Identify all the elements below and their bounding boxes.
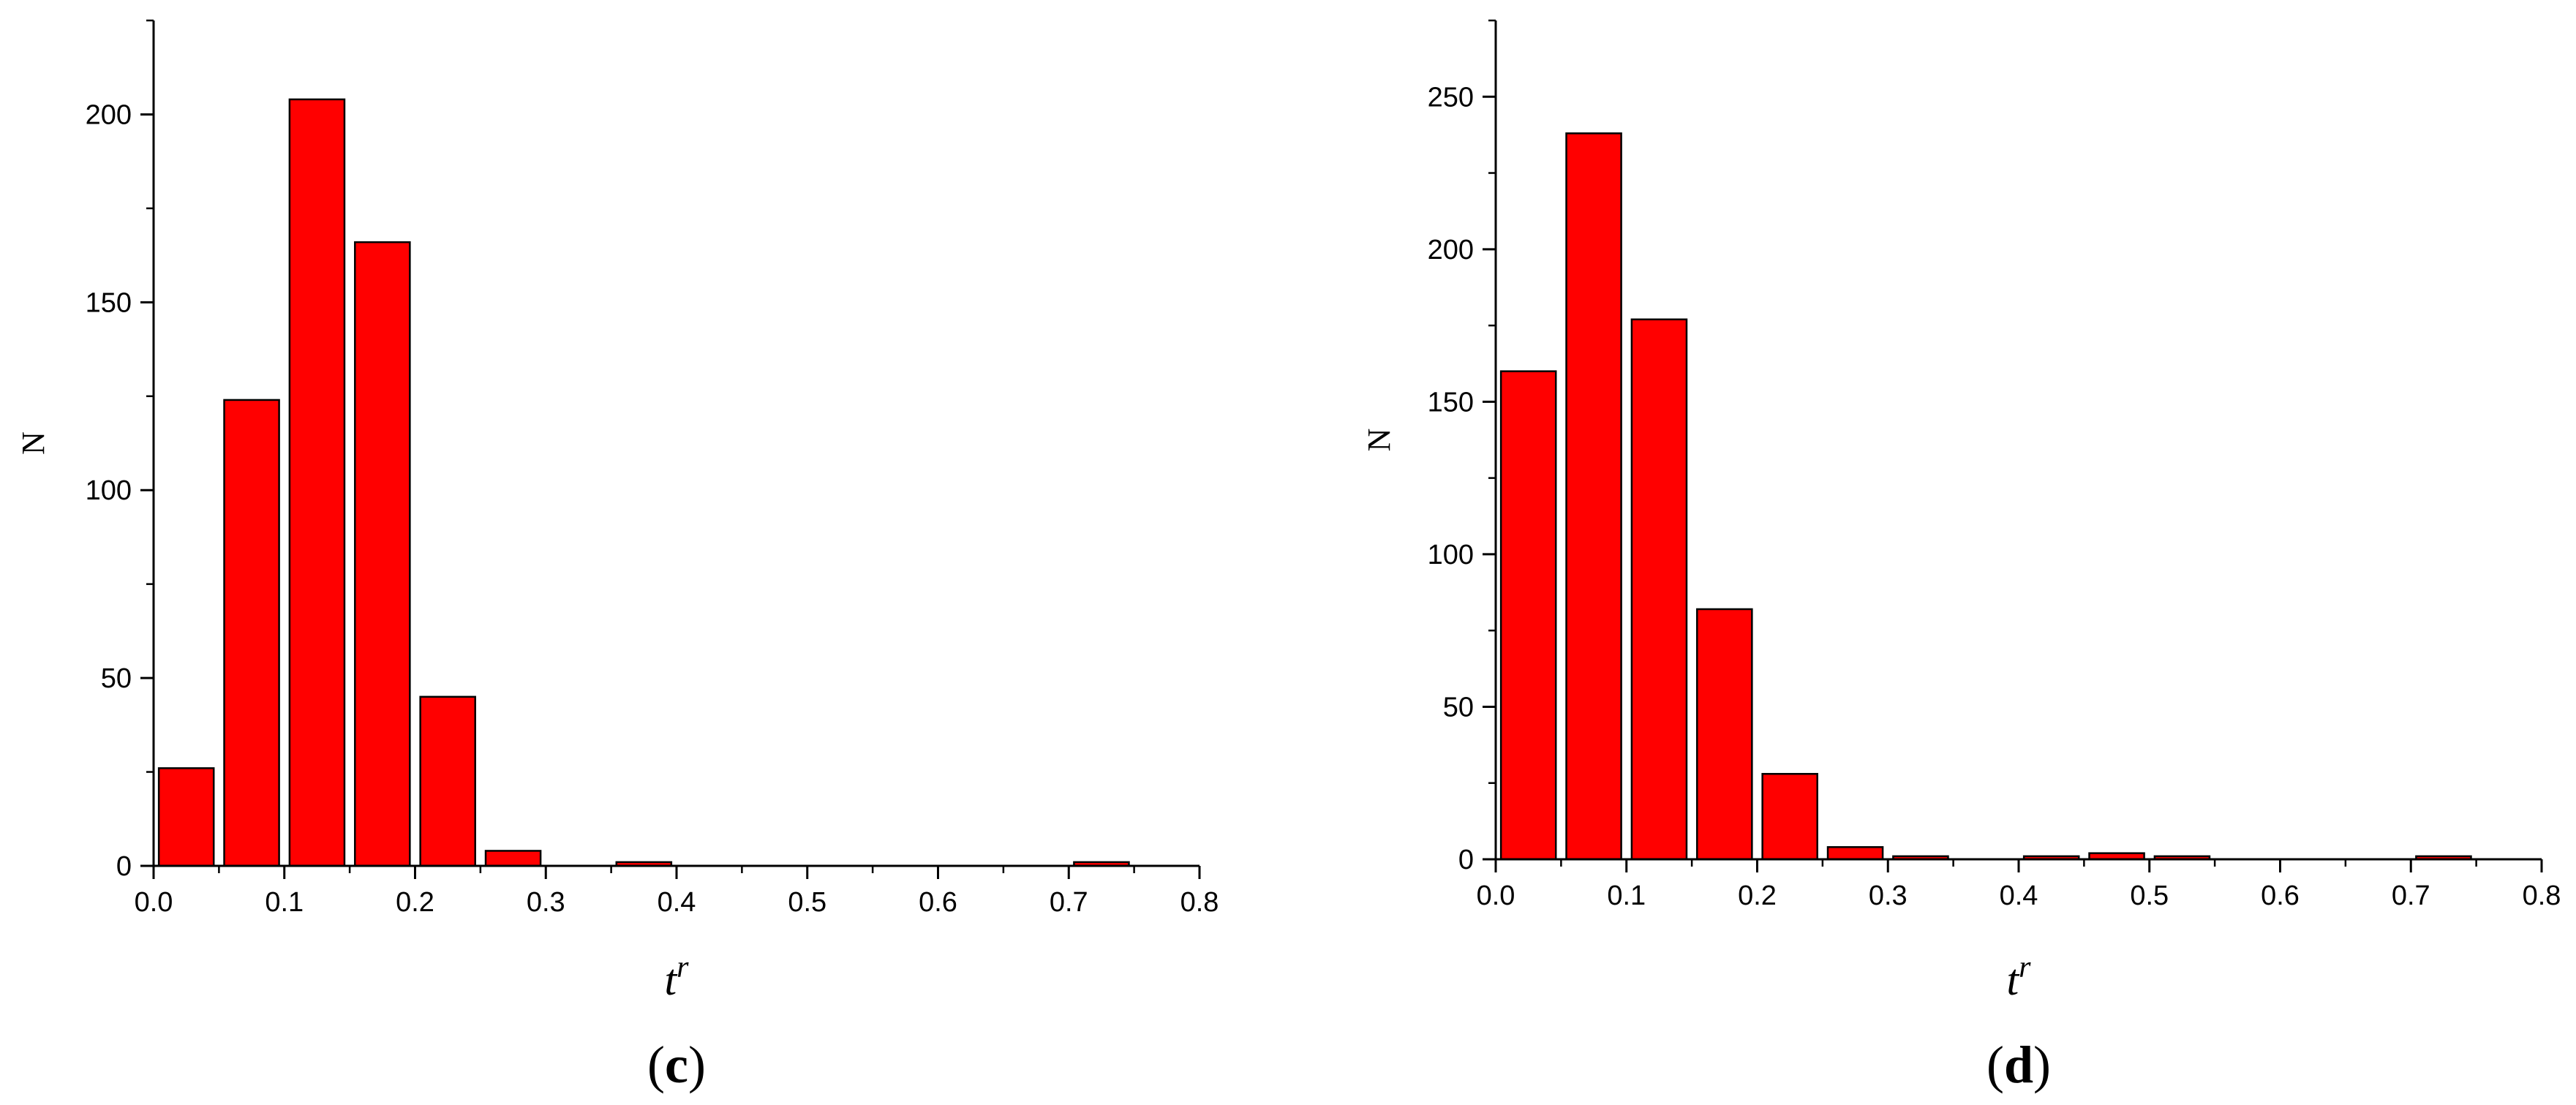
panel-c-x-tick-label: 0.6 <box>919 887 957 918</box>
panel-c-x-axis-label: tr <box>664 951 689 1004</box>
panel-c-bar-0 <box>157 767 215 867</box>
panel-d-x-axis-label: tr <box>2006 951 2031 1004</box>
panel-c-bar-1 <box>223 399 280 867</box>
panel-c-bar-2 <box>288 98 346 867</box>
panel-d-bar-4 <box>1761 772 1818 861</box>
panel-d-y-tick-label: 150 <box>1428 387 1474 418</box>
panel-c-x-tick-label: 0.7 <box>1050 887 1088 918</box>
panel-d-bar-5 <box>1826 846 1884 861</box>
panel-c-bar-3 <box>354 241 411 867</box>
panel-d-y-tick-label: 200 <box>1428 235 1474 265</box>
panel-c-bar-5 <box>484 850 542 867</box>
panel-c-x-tick-label: 0.3 <box>527 887 565 918</box>
panel-c-x-tick-label: 0.0 <box>135 887 173 918</box>
panel-c-y-axis-label: N <box>15 431 51 455</box>
panel-d-x-tick-label: 0.0 <box>1477 880 1515 911</box>
panel-c-x-tick-label: 0.8 <box>1180 887 1219 918</box>
panel-c-panel-label: (c) <box>647 1036 706 1094</box>
panel-c-y-tick-label: 200 <box>86 99 132 130</box>
panel-d-x-tick-label: 0.6 <box>2261 880 2300 911</box>
panel-c-x-tick-label: 0.5 <box>788 887 826 918</box>
panel-c-x-tick-label: 0.1 <box>265 887 304 918</box>
panel-c-y-tick-label: 150 <box>86 287 132 318</box>
panel-c-x-tick-label: 0.2 <box>396 887 434 918</box>
panel-d-x-tick-label: 0.5 <box>2130 880 2169 911</box>
panel-d-y-tick-label: 100 <box>1428 540 1474 570</box>
panel-d-x-tick-label: 0.8 <box>2523 880 2561 911</box>
panel-d-x-tick-label: 0.4 <box>2000 880 2038 911</box>
panel-d-x-tick-label: 0.3 <box>1869 880 1907 911</box>
panel-c-bar-4 <box>419 695 476 867</box>
panel-d-x-tick-label: 0.2 <box>1738 880 1777 911</box>
panel-d-bar-3 <box>1696 608 1753 861</box>
panel-d-y-tick-label: 0 <box>1458 845 1474 875</box>
panel-c-x-tick-label: 0.4 <box>658 887 696 918</box>
panel-c-y-tick-label: 0 <box>116 851 132 882</box>
panel-d-y-tick-label: 250 <box>1428 82 1474 113</box>
panel-d-y-tick-label: 50 <box>1443 692 1474 723</box>
panel-d-chart: 0.0 0.1 0.2 0.3 0.4 0.5 0.6 0.7 0.8 0 50 100 150 200 2… <box>1361 19 2561 1094</box>
panel-d-panel-label: (d) <box>1986 1036 2051 1094</box>
panel-d-x-tick-label: 0.1 <box>1607 880 1646 911</box>
panel-d-bar-0 <box>1499 370 1557 861</box>
panel-d-bar-2 <box>1630 318 1688 861</box>
panel-c-y-tick-label: 100 <box>86 475 132 506</box>
panel-d-x-tick-label: 0.7 <box>2392 880 2430 911</box>
panel-c-y-tick-label: 50 <box>101 663 132 694</box>
panel-c-chart: 0.0 0.1 0.2 0.3 0.4 0.5 0.6 0.7 0.8 0 50 100 150 200 N… <box>15 19 1219 1094</box>
panel-d-bar-1 <box>1565 132 1622 861</box>
panel-d-y-axis-label: N <box>1361 429 1397 452</box>
